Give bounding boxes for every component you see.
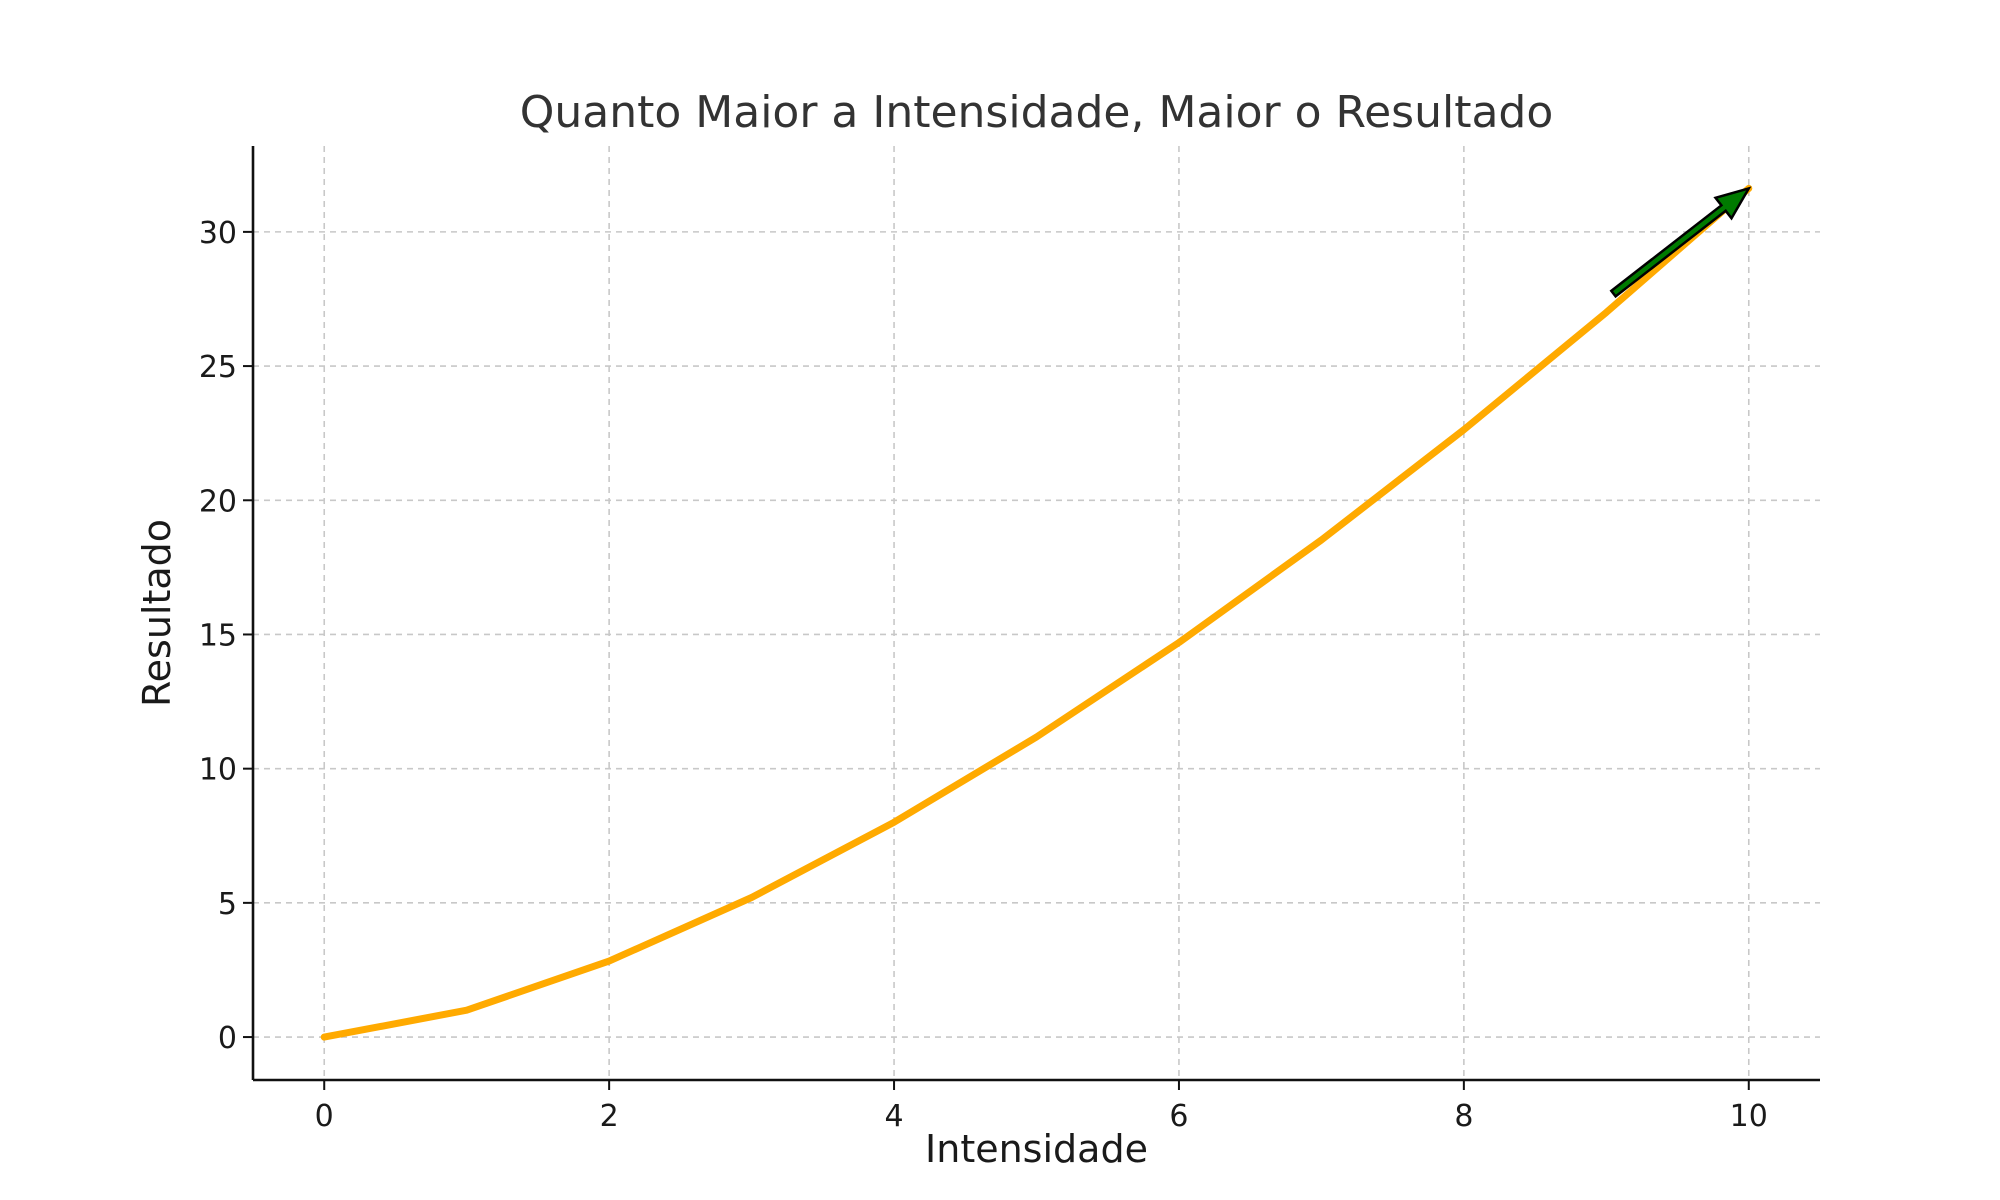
y-tick-label: 20 [199, 484, 237, 519]
y-axis-label: Resultado [135, 519, 179, 707]
x-tick-label: 10 [1730, 1099, 1768, 1134]
axes [251, 146, 1820, 1082]
y-tick-label: 15 [199, 618, 237, 653]
x-tick-label: 8 [1454, 1099, 1473, 1134]
x-tick-label: 6 [1169, 1099, 1188, 1134]
x-tick-label: 2 [600, 1099, 619, 1134]
grid [253, 146, 1820, 1080]
y-tick-label: 10 [199, 753, 237, 788]
series [320, 184, 1753, 1041]
ticks: 0 2 4 6 8 10 0 5 10 15 20 25 30 [199, 216, 1768, 1134]
arrow-annotation-icon [1609, 186, 1752, 299]
x-axis-label: Intensidade [925, 1127, 1148, 1171]
y-tick-label: 30 [199, 216, 237, 251]
y-tick-label: 25 [199, 350, 237, 385]
y-tick-label: 0 [218, 1021, 237, 1056]
annotations [1609, 186, 1752, 299]
y-tick-label: 5 [218, 887, 237, 922]
chart-title: Quanto Maior a Intensidade, Maior o Resu… [520, 87, 1554, 138]
x-tick-label: 0 [315, 1099, 334, 1134]
x-tick-label: 4 [884, 1099, 903, 1134]
series-line [320, 184, 1753, 1041]
